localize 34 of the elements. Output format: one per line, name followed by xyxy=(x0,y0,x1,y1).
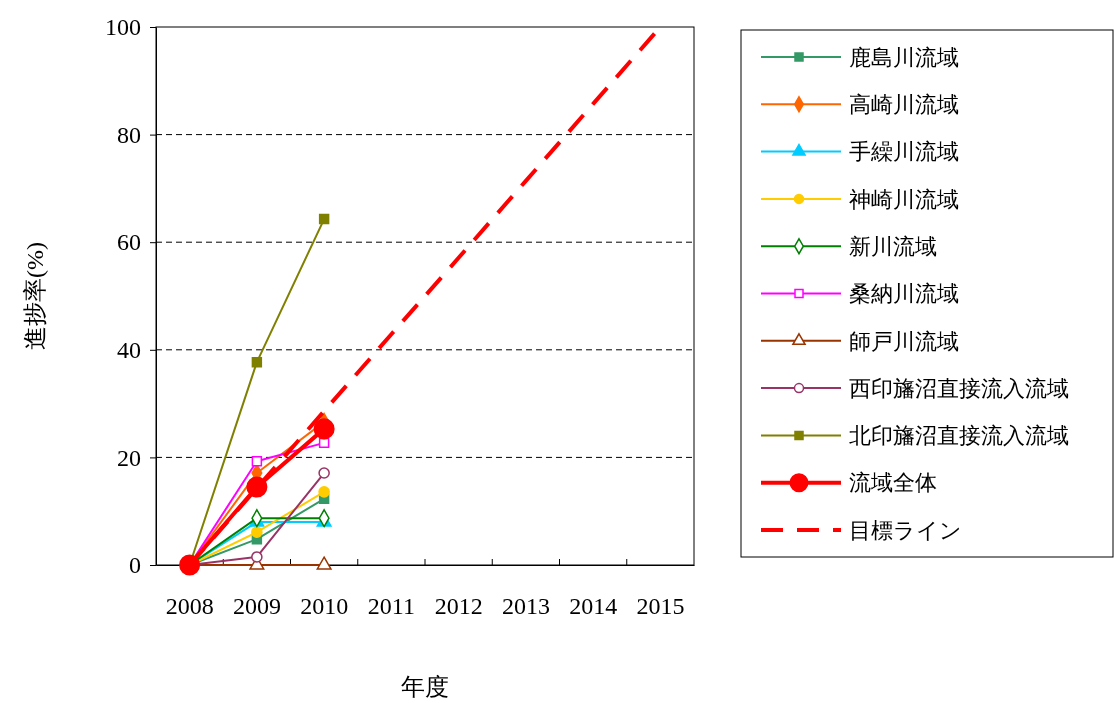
legend-label: 流域全体 xyxy=(849,470,937,496)
point xyxy=(318,213,330,225)
point xyxy=(318,467,330,479)
point xyxy=(251,356,263,368)
legend-label: 神崎川流域 xyxy=(849,186,959,212)
legend-label: 北印旛沼直接流入流域 xyxy=(849,423,1069,449)
y-tick-label: 60 xyxy=(117,229,141,256)
legend-label: 鹿島川流域 xyxy=(849,44,959,70)
point xyxy=(179,554,201,576)
x-tick-label: 2010 xyxy=(300,592,349,619)
x-tick-label: 2013 xyxy=(501,592,550,619)
x-tick-label: 2011 xyxy=(367,592,415,619)
point xyxy=(246,476,268,498)
y-axis-title: 進捗率(%) xyxy=(22,242,48,350)
legend-label: 桑納川流域 xyxy=(849,281,959,307)
x-tick-label: 2009 xyxy=(232,592,281,619)
y-tick-label: 20 xyxy=(117,444,141,471)
legend-label: 高崎川流域 xyxy=(849,92,959,117)
x-tick-label: 2015 xyxy=(636,592,685,619)
point xyxy=(251,526,263,538)
x-tick-label: 2014 xyxy=(569,592,618,619)
point xyxy=(318,486,330,498)
legend-label: 西印旛沼直接流入流域 xyxy=(849,375,1069,401)
legend-label: 手繰川流域 xyxy=(849,139,959,165)
y-tick-label: 40 xyxy=(117,336,141,363)
legend-label: 新川流域 xyxy=(849,233,937,259)
y-tick-label: 100 xyxy=(105,14,141,41)
x-tick-label: 2012 xyxy=(434,592,483,619)
legend-label: 目標ライン xyxy=(849,517,962,543)
y-tick-label: 0 xyxy=(129,552,141,579)
legend-label: 師戸川流域 xyxy=(849,328,959,354)
x-tick-label: 2008 xyxy=(165,592,214,619)
x-axis-title: 年度 xyxy=(401,674,449,700)
y-tick-label: 80 xyxy=(117,121,141,148)
